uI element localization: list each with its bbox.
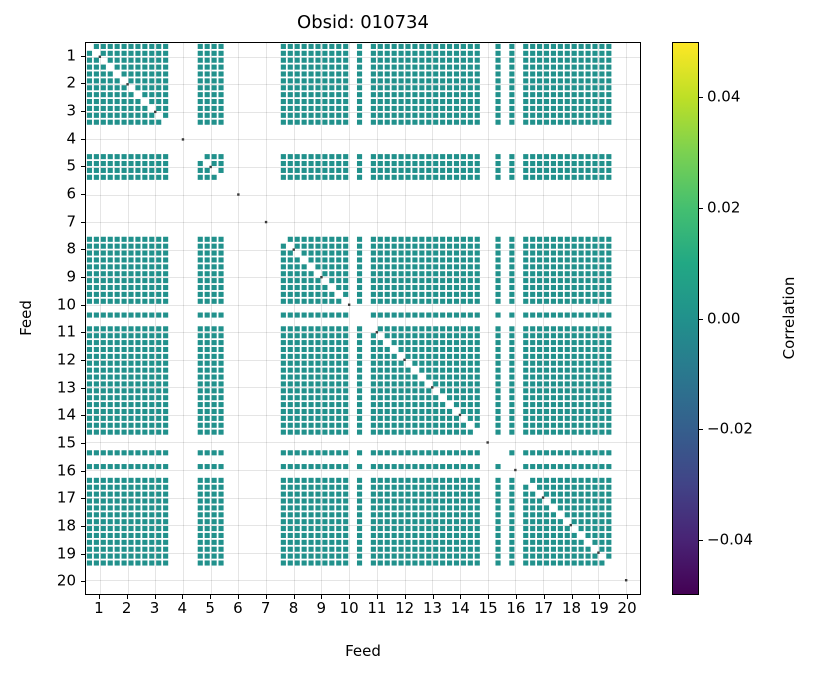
y-tick-label: 17	[56, 488, 76, 507]
y-tick-label: 14	[56, 405, 76, 424]
y-tick-mark	[81, 387, 85, 389]
y-tick-mark	[81, 581, 85, 583]
y-tick-label: 8	[66, 239, 76, 258]
y-tick-label: 12	[56, 350, 76, 369]
x-tick-label: 8	[288, 599, 299, 617]
x-tick-mark	[571, 595, 573, 599]
colorbar	[672, 42, 699, 595]
y-tick-label: 16	[56, 461, 76, 480]
x-tick-label: 15	[478, 599, 498, 617]
y-tick-label: 4	[66, 129, 76, 148]
x-tick-mark	[432, 595, 434, 599]
y-tick-label: 2	[66, 73, 76, 92]
y-tick-mark	[81, 442, 85, 444]
x-tick-label: 3	[149, 599, 160, 617]
y-tick-mark	[81, 553, 85, 555]
y-tick-mark	[81, 55, 85, 57]
x-tick-label: 9	[316, 599, 327, 617]
x-tick-mark	[98, 595, 100, 599]
x-tick-label: 10	[339, 599, 359, 617]
y-tick-label: 6	[66, 184, 76, 203]
x-tick-label: 4	[177, 599, 188, 617]
x-tick-label: 5	[205, 599, 215, 617]
colorbar-tick-mark	[699, 318, 703, 320]
x-tick-mark	[376, 595, 378, 599]
x-tick-mark	[488, 595, 490, 599]
y-tick-label: 3	[66, 101, 76, 120]
y-tick-mark	[81, 277, 85, 279]
x-tick-mark	[404, 595, 406, 599]
y-tick-mark	[81, 470, 85, 472]
x-tick-label: 2	[121, 599, 132, 617]
y-tick-mark	[81, 359, 85, 361]
x-tick-mark	[321, 595, 323, 599]
x-tick-mark	[293, 595, 295, 599]
plot-area	[85, 42, 641, 595]
x-tick-label: 7	[260, 599, 271, 617]
y-tick-mark	[81, 415, 85, 417]
x-tick-label: 11	[367, 599, 387, 617]
x-tick-label: 20	[617, 599, 637, 617]
y-tick-label: 20	[56, 571, 76, 590]
x-tick-mark	[543, 595, 545, 599]
y-tick-mark	[81, 304, 85, 306]
x-tick-mark	[627, 595, 629, 599]
x-tick-mark	[460, 595, 462, 599]
colorbar-tick-mark	[699, 207, 703, 209]
colorbar-tick-mark	[699, 429, 703, 431]
y-tick-mark	[81, 498, 85, 500]
y-tick-mark	[81, 111, 85, 113]
x-tick-label: 18	[561, 599, 582, 617]
y-tick-label: 7	[66, 212, 76, 231]
y-tick-label: 1	[66, 46, 76, 65]
y-tick-mark	[81, 194, 85, 196]
y-tick-label: 13	[56, 378, 76, 397]
y-tick-mark	[81, 249, 85, 251]
colorbar-tick-mark	[699, 97, 703, 99]
x-tick-mark	[154, 595, 156, 599]
x-tick-mark	[210, 595, 212, 599]
y-tick-label: 9	[66, 267, 76, 286]
y-tick-mark	[81, 138, 85, 140]
colorbar-tick-label: −0.02	[707, 419, 753, 438]
chart-title: Obsid: 010734	[297, 12, 429, 33]
colorbar-tick-mark	[699, 539, 703, 541]
y-tick-mark	[81, 166, 85, 168]
x-tick-mark	[126, 595, 128, 599]
x-tick-label: 17	[534, 599, 554, 617]
colorbar-label: Correlation	[780, 276, 798, 360]
x-tick-mark	[182, 595, 184, 599]
y-tick-label: 15	[56, 433, 76, 452]
colorbar-tick-label: −0.04	[707, 530, 753, 549]
y-axis-label: Feed	[17, 300, 35, 336]
x-tick-label: 12	[395, 599, 415, 617]
x-axis-label: Feed	[345, 642, 381, 660]
y-tick-label: 19	[56, 544, 76, 563]
y-tick-mark	[81, 221, 85, 223]
x-tick-label: 19	[589, 599, 609, 617]
heatmap-canvas	[86, 43, 640, 594]
x-tick-label: 13	[422, 599, 443, 617]
y-tick-label: 5	[66, 156, 76, 175]
x-tick-mark	[515, 595, 517, 599]
colorbar-tick-label: 0.02	[707, 198, 741, 217]
y-tick-mark	[81, 332, 85, 334]
colorbar-tick-label: 0.04	[707, 87, 741, 106]
x-tick-label: 16	[506, 599, 526, 617]
x-tick-label: 1	[94, 599, 104, 617]
x-tick-mark	[599, 595, 601, 599]
x-tick-label: 14	[450, 599, 470, 617]
y-tick-mark	[81, 525, 85, 527]
y-tick-label: 10	[56, 295, 76, 314]
y-tick-label: 11	[56, 322, 76, 341]
y-tick-label: 18	[56, 516, 76, 535]
x-tick-label: 6	[233, 599, 243, 617]
x-tick-mark	[265, 595, 267, 599]
x-tick-mark	[349, 595, 351, 599]
y-tick-mark	[81, 83, 85, 85]
colorbar-tick-label: 0.00	[707, 309, 741, 327]
x-tick-mark	[237, 595, 239, 599]
